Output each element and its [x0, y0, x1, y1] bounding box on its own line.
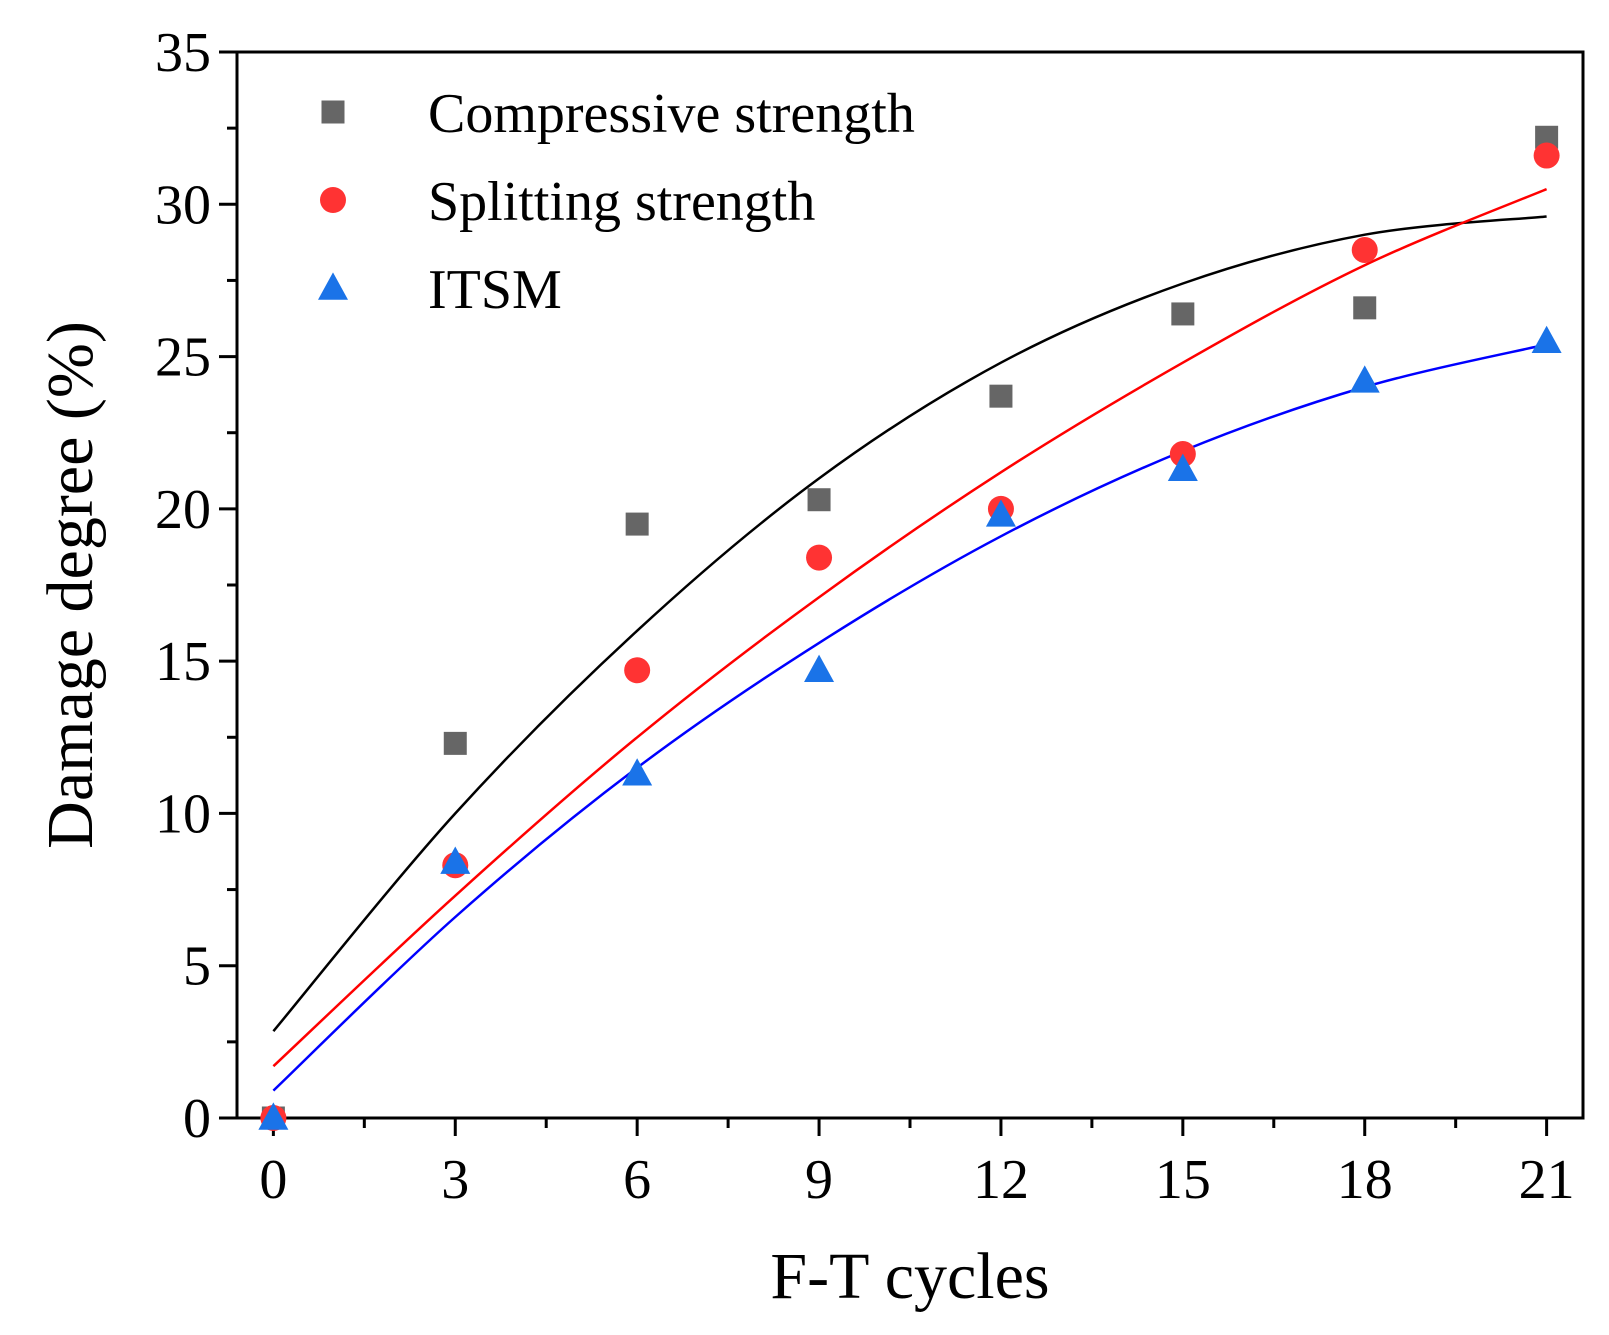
x-axis-title: F-T cycles	[770, 1240, 1049, 1313]
data-point-square	[807, 488, 831, 512]
data-point-square	[625, 512, 649, 536]
legend-label: ITSM	[428, 259, 562, 321]
legend-label: Compressive strength	[428, 83, 915, 145]
data-point-circle	[806, 544, 833, 571]
x-tick-label: 6	[623, 1149, 651, 1211]
data-point-square	[1535, 125, 1559, 149]
data-point-triangle	[1349, 365, 1380, 393]
data-point-square	[989, 384, 1013, 408]
data-point-triangle	[985, 499, 1016, 527]
y-tick-label: 25	[155, 327, 211, 389]
x-tick-label: 21	[1519, 1149, 1575, 1211]
x-tick-label: 15	[1155, 1149, 1211, 1211]
data-point-circle	[1533, 142, 1560, 169]
y-tick-label: 5	[183, 936, 211, 998]
data-point-triangle	[1531, 325, 1562, 354]
x-tick-label: 3	[441, 1149, 469, 1211]
data-point-circle	[624, 657, 651, 684]
data-point-square	[1171, 302, 1195, 326]
data-point-triangle	[622, 758, 653, 786]
legend-marker-triangle	[318, 272, 348, 300]
fit-curve-square	[272, 215, 1547, 1033]
y-axis-title: Damage degree (%)	[34, 321, 107, 849]
data-point-triangle	[440, 846, 471, 874]
data-point-square	[443, 731, 467, 755]
x-tick-label: 18	[1337, 1149, 1393, 1211]
data-point-circle	[1351, 236, 1378, 263]
x-tick-label: 9	[805, 1149, 833, 1211]
y-tick-label: 30	[155, 174, 211, 236]
data-point-triangle	[804, 654, 835, 682]
data-point-triangle	[258, 1102, 289, 1130]
y-tick-label: 20	[155, 479, 211, 541]
legend-marker-circle	[320, 187, 346, 213]
y-tick-label: 10	[155, 783, 211, 845]
fit-curve-triangle	[272, 343, 1547, 1092]
legend-marker-square	[321, 100, 345, 124]
data-point-square	[1353, 296, 1377, 320]
x-tick-label: 12	[973, 1149, 1029, 1211]
y-tick-label: 0	[183, 1088, 211, 1150]
fit-curve-circle	[272, 187, 1548, 1068]
x-tick-label: 0	[259, 1149, 287, 1211]
y-tick-label: 35	[155, 22, 211, 84]
data-point-triangle	[1167, 453, 1198, 481]
legend-label: Splitting strength	[428, 171, 815, 233]
y-tick-label: 15	[155, 631, 211, 693]
